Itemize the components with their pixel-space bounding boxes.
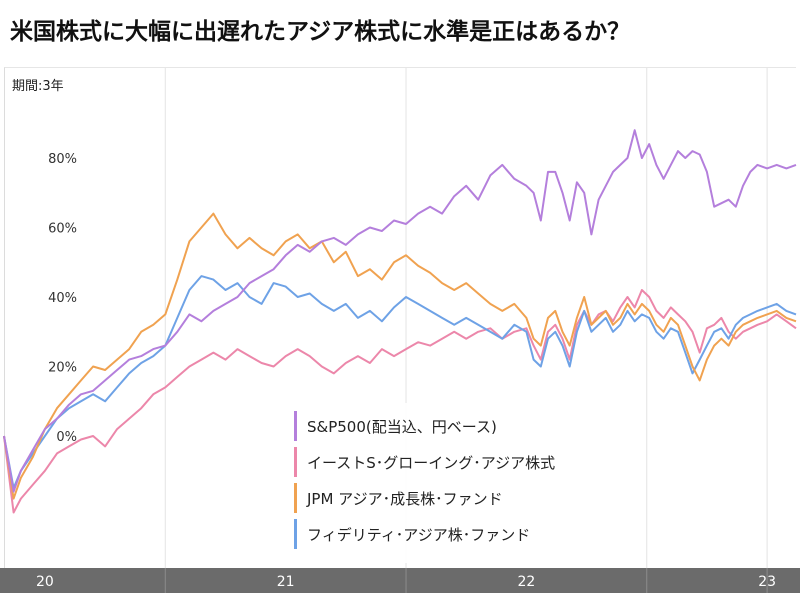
x-axis-bar-bg (0, 568, 800, 593)
series-line-3 (3, 275, 797, 490)
x-tick-label: 22 (517, 574, 535, 590)
chart-legend: S&P500(配当込、円ベース) イーストS･グローイング･アジア株式 JPM … (288, 403, 618, 563)
legend-label-eastspring: イーストS･グローイング･アジア株式 (307, 453, 556, 472)
y-tick-label: 40% (48, 291, 77, 306)
legend-swatch-eastspring (294, 447, 297, 477)
y-tick-label: 20% (48, 361, 77, 376)
legend-item-eastspring[interactable]: イーストS･グローイング･アジア株式 (294, 447, 555, 477)
chart-frame (4, 67, 796, 593)
x-axis-bar: 20 21 22 23 (0, 568, 800, 593)
x-tick-label: 21 (277, 574, 295, 590)
legend-item-jpm[interactable]: JPM アジア･成長株･ファンド (294, 483, 503, 513)
legend-swatch-fidelity (294, 519, 297, 549)
x-tick-label: 23 (758, 574, 776, 590)
y-tick-label: 60% (48, 222, 77, 237)
series-line-0 (3, 129, 797, 493)
period-label: 期間:3年 (12, 79, 64, 94)
legend-label-jpm: JPM アジア･成長株･ファンド (307, 489, 503, 508)
series-line-1 (3, 289, 797, 514)
x-tick-label: 20 (36, 574, 54, 590)
legend-swatch-jpm (294, 483, 297, 513)
legend-item-sp500[interactable]: S&P500(配当込、円ベース) (294, 411, 497, 441)
y-axis-ticks: 0% 20% 40% 60% 80% (48, 152, 77, 445)
series-line-2 (3, 212, 797, 500)
legend-item-fidelity[interactable]: フィデリティ･アジア株･ファンド (294, 519, 530, 549)
legend-label-sp500: S&P500(配当込、円ベース) (307, 417, 497, 436)
legend-swatch-sp500 (294, 411, 297, 441)
y-tick-label: 0% (56, 430, 77, 445)
series-lines (3, 129, 797, 514)
y-tick-label: 80% (48, 152, 77, 167)
page-title: 米国株式に大幅に出遅れたアジア株式に水準是正はあるか？ (10, 19, 631, 45)
legend-label-fidelity: フィデリティ･アジア株･ファンド (307, 525, 531, 544)
